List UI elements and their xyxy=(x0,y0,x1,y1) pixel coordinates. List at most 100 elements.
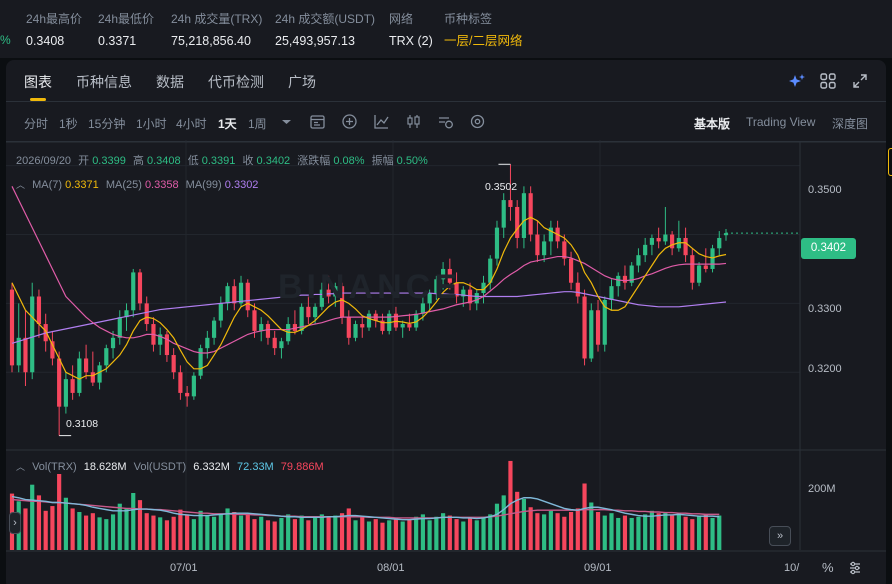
stat-token-tag[interactable]: 币种标签 一层/二层网络 xyxy=(444,11,522,49)
ai-sparkle-icon[interactable] xyxy=(788,72,806,90)
volume-bar xyxy=(427,520,432,550)
volume-bar xyxy=(158,517,163,550)
volume-bar xyxy=(447,515,452,550)
high-label: 高 xyxy=(132,155,144,167)
candle-body xyxy=(723,233,729,236)
timeframe-4h[interactable]: 4小时 xyxy=(176,117,207,131)
scroll-left-icon[interactable]: › xyxy=(9,512,21,534)
volume-readout[interactable]: ︿ Vol(TRX) 18.628M Vol(USDT) 6.332M 72.3… xyxy=(16,460,324,473)
volume-bar xyxy=(387,520,392,550)
ma7-value: 0.3371 xyxy=(65,179,99,191)
timeframe-1h[interactable]: 1小时 xyxy=(136,117,167,131)
volume-bar xyxy=(434,516,439,550)
stat-label: 24h最低价 xyxy=(98,12,155,26)
candle-body xyxy=(158,334,163,345)
candle-body xyxy=(353,324,358,338)
volume-bar xyxy=(703,514,708,550)
candle-body xyxy=(97,365,102,383)
collapse-chevron-icon[interactable]: ︿ xyxy=(16,180,26,190)
timeframe-15m[interactable]: 15分钟 xyxy=(88,117,126,131)
ohlc-readout: 2026/09/20 开 0.3399 高 0.3408 低 0.3391 收 … xyxy=(16,152,428,168)
volume-bar xyxy=(70,508,75,550)
indicator-icon[interactable] xyxy=(309,113,326,130)
tab-square[interactable]: 广场 xyxy=(288,74,316,90)
volume-bar xyxy=(164,520,170,550)
volume-bar xyxy=(43,510,48,550)
tab-token-info[interactable]: 币种信息 xyxy=(76,74,132,90)
volume-bar xyxy=(339,513,345,550)
settings-icon[interactable] xyxy=(469,113,486,130)
timeframe-time[interactable]: 分时 xyxy=(24,117,49,131)
close-value: 0.3402 xyxy=(256,155,291,167)
tab-token-check[interactable]: 代币检测 xyxy=(208,74,264,90)
version-tradingview[interactable]: Trading View xyxy=(746,115,816,129)
volume-bar xyxy=(690,519,695,550)
grid-layout-icon[interactable] xyxy=(819,72,837,90)
vol-trx-label: Vol(TRX) xyxy=(32,461,77,473)
ma25-line xyxy=(11,186,727,354)
candle-body xyxy=(474,293,479,304)
tab-data[interactable]: 数据 xyxy=(156,74,184,90)
volume-bar xyxy=(218,514,223,550)
candle-body xyxy=(595,310,601,345)
stat-value: 25,493,957.13 xyxy=(275,34,355,48)
candle-body xyxy=(535,234,540,256)
volume-bar xyxy=(494,503,500,550)
volume-bar xyxy=(616,517,621,550)
candle-body xyxy=(602,299,607,345)
timeframe-1w[interactable]: 1周 xyxy=(248,117,267,131)
candle-body xyxy=(521,193,527,238)
volume-bar xyxy=(717,515,722,550)
volume-bar xyxy=(521,498,527,550)
volume-bar xyxy=(575,508,580,550)
timeframe-1s[interactable]: 1秒 xyxy=(59,117,78,131)
volume-bar xyxy=(30,484,35,550)
refresh-settings-icon[interactable] xyxy=(437,113,454,130)
change-label: 涨跌幅 xyxy=(297,155,331,167)
expand-icon[interactable] xyxy=(851,72,869,90)
candle-body xyxy=(400,324,405,328)
candle-body xyxy=(346,317,351,338)
scroll-right-icon[interactable]: » xyxy=(769,526,791,546)
volume-bar xyxy=(595,512,601,550)
volume-bar xyxy=(676,513,681,550)
candle-body xyxy=(191,375,196,397)
percent-icon[interactable]: % xyxy=(822,560,834,575)
candle-body xyxy=(629,265,634,283)
network-link[interactable]: TRX (2) xyxy=(389,34,433,48)
stat-label: 24h最高价 xyxy=(26,12,83,26)
add-circle-icon[interactable] xyxy=(341,113,358,130)
volume-bar xyxy=(562,516,567,550)
volume-bar xyxy=(414,516,419,550)
line-chart-icon[interactable] xyxy=(373,113,390,130)
candle-style-icon[interactable] xyxy=(405,113,422,130)
candle-body xyxy=(447,268,452,283)
candle-body xyxy=(616,275,621,287)
candle-body xyxy=(185,392,190,397)
stat-network[interactable]: 网络 TRX (2) xyxy=(389,11,433,49)
settings-gear-icon[interactable] xyxy=(848,561,862,575)
token-tag-link[interactable]: 一层/二层网络 xyxy=(444,34,523,48)
volume-bar xyxy=(292,519,297,550)
candle-body xyxy=(414,313,419,328)
active-tab-underline xyxy=(30,98,46,101)
candle-body xyxy=(690,255,695,283)
candle-body xyxy=(131,272,136,311)
ma-readout[interactable]: ︿ MA(7) 0.3371 MA(25) 0.3358 MA(99) 0.33… xyxy=(16,178,258,191)
tab-chart[interactable]: 图表 xyxy=(24,74,52,90)
stat-24h-high: 24h最高价 0.3408 xyxy=(26,11,82,49)
candle-body xyxy=(575,282,580,297)
candle-body xyxy=(427,293,432,304)
amplitude-label: 振幅 xyxy=(371,155,394,167)
more-timeframes-dropdown-icon[interactable] xyxy=(278,113,295,130)
collapse-chevron-icon[interactable]: ︿ xyxy=(16,462,26,472)
volume-bar xyxy=(528,507,533,550)
version-basic[interactable]: 基本版 xyxy=(694,117,731,131)
timeframe-1d[interactable]: 1天 xyxy=(218,117,237,131)
version-depth[interactable]: 深度图 xyxy=(832,117,869,131)
candle-body xyxy=(508,200,513,207)
ma99-line xyxy=(11,291,727,344)
volume-bar xyxy=(683,516,688,550)
volume-bar xyxy=(23,508,28,550)
